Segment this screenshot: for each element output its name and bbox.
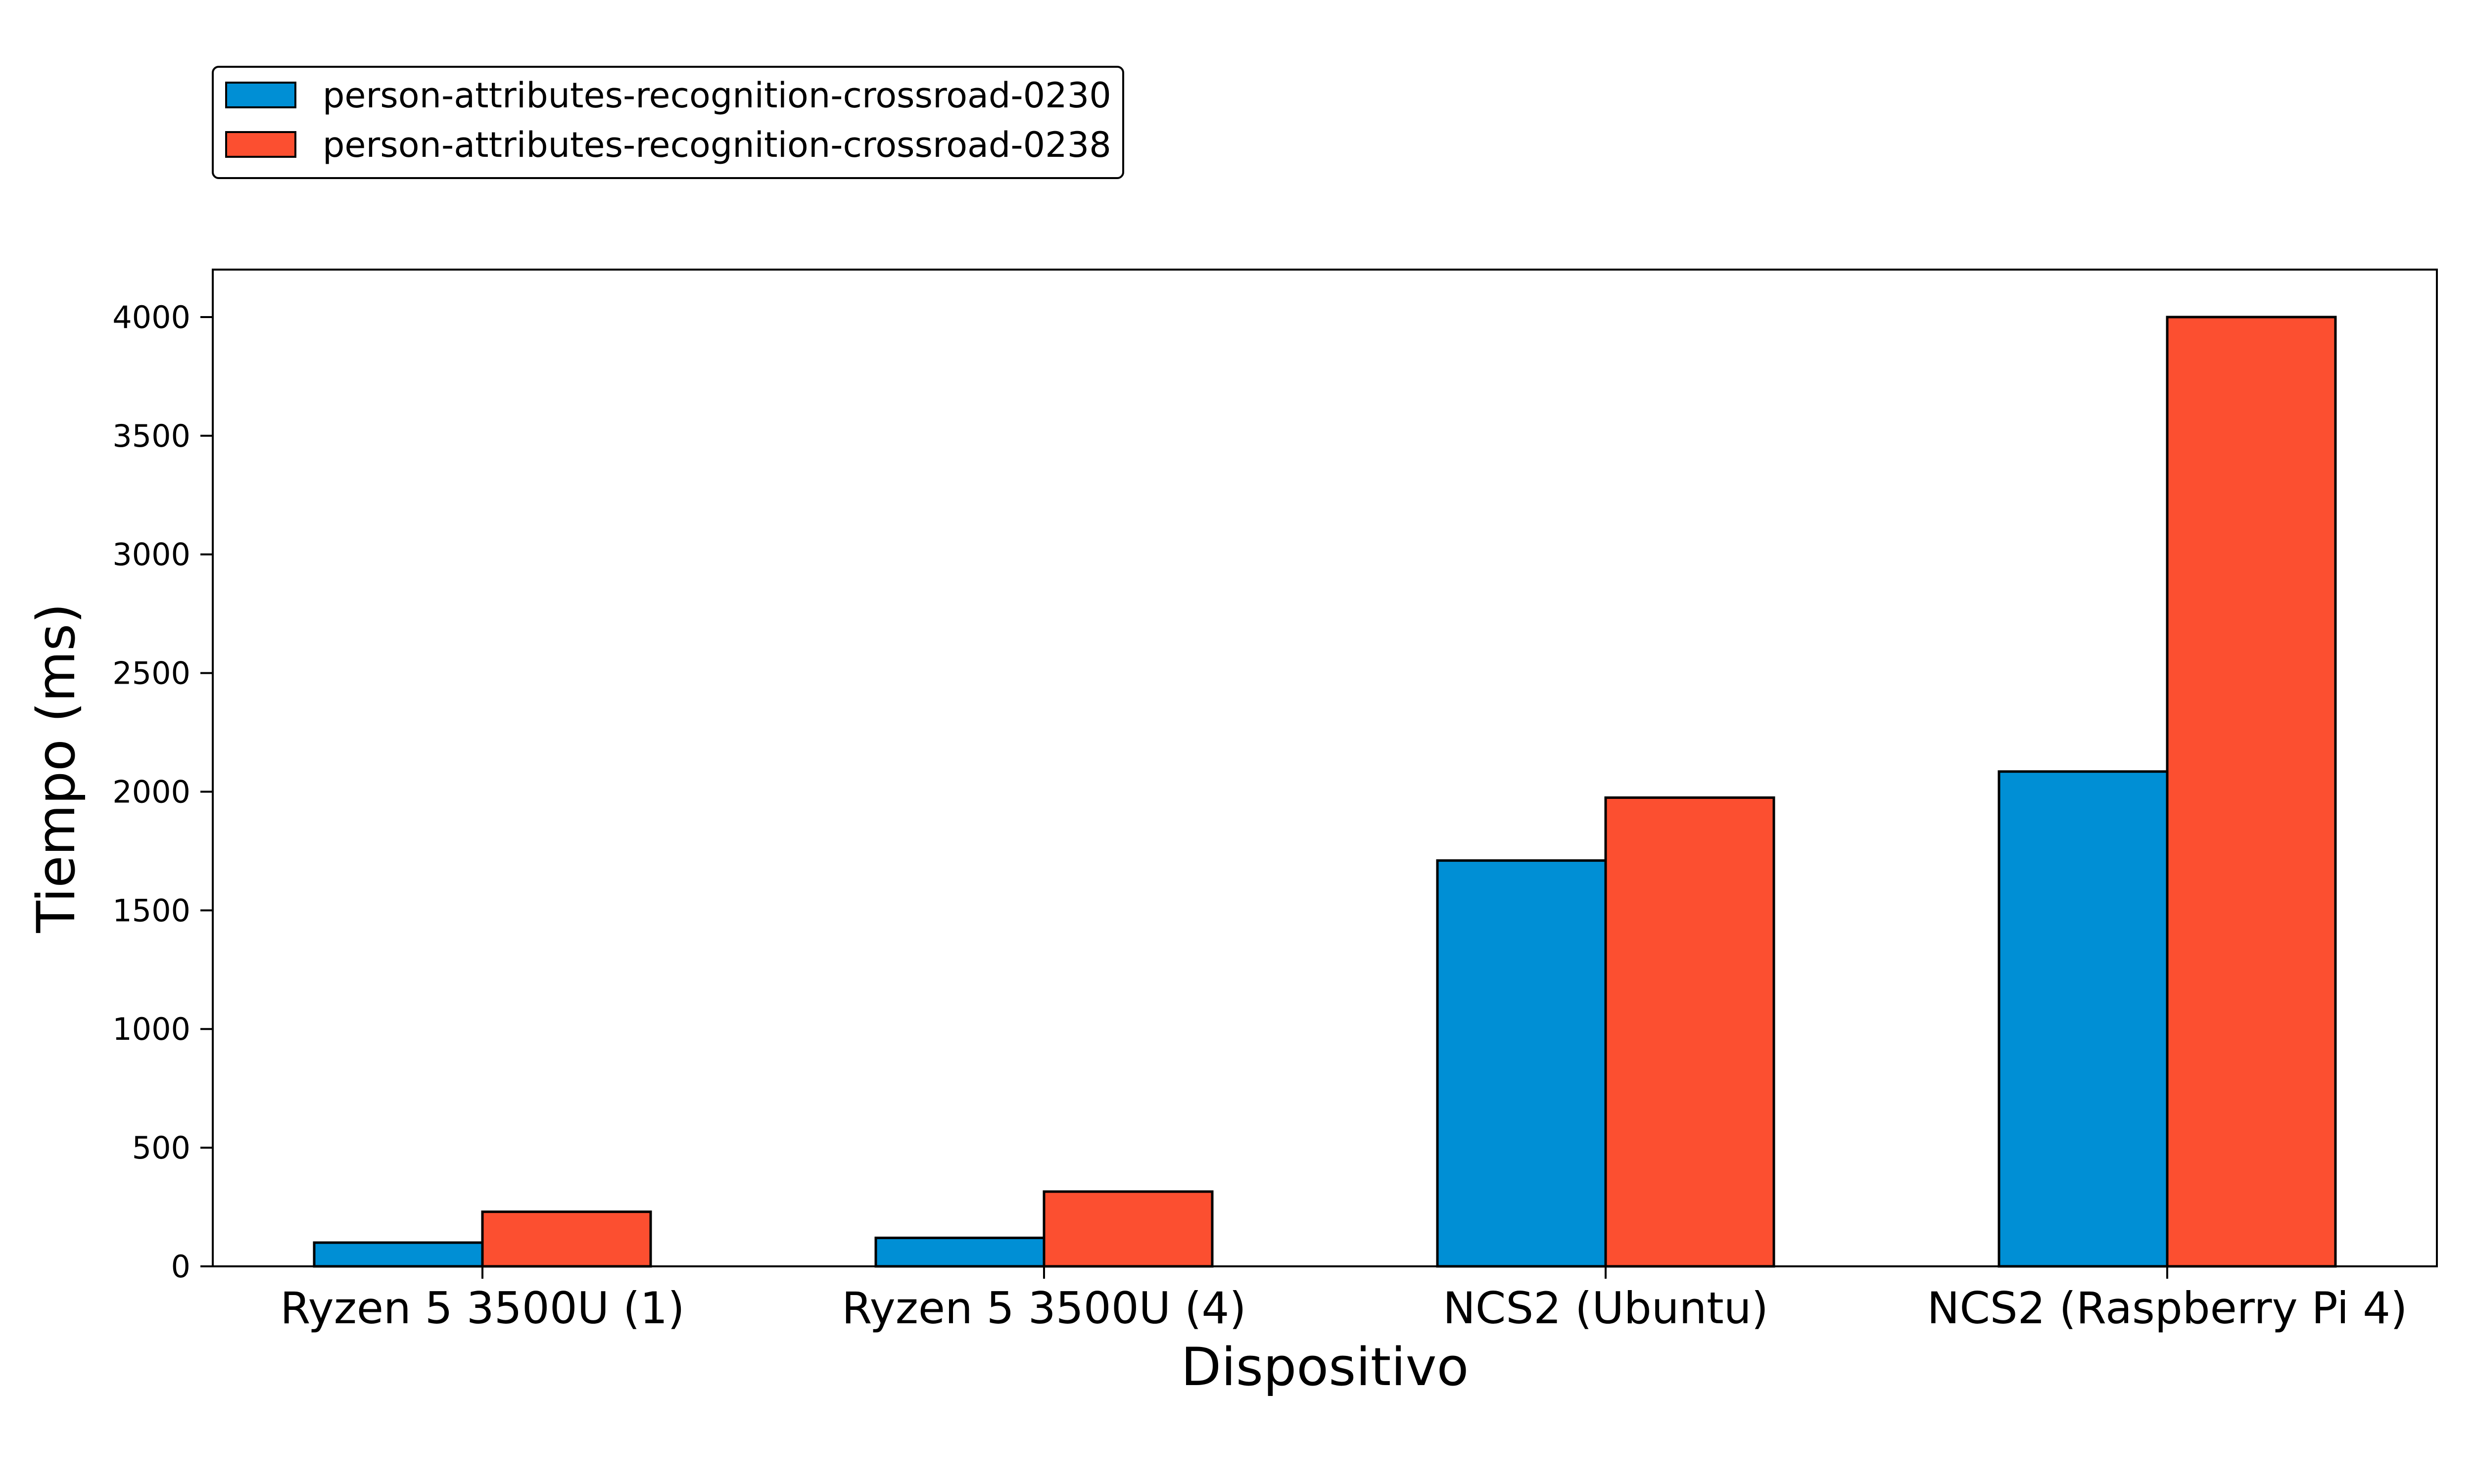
x-tick-label: Ryzen 5 3500U (1)	[280, 1283, 684, 1334]
bar-2-3	[1604, 796, 1775, 1268]
legend-swatch-2	[225, 131, 296, 158]
legend-swatch-1	[225, 82, 296, 108]
x-tick-label: NCS2 (Raspberry Pi 4)	[1927, 1283, 2407, 1334]
plot-area-frame	[212, 269, 2438, 1267]
bars-group	[313, 316, 2337, 1268]
legend: person-attributes-recognition-crossroad-…	[212, 66, 1124, 179]
y-tick-label: 3000	[112, 537, 190, 573]
y-axis-ticks: 0 500 1000 1500 2000 2500 3000 3500 4000	[112, 299, 213, 1285]
x-tick-label: NCS2 (Ubuntu)	[1443, 1283, 1768, 1334]
y-tick-label: 1500	[112, 892, 190, 928]
y-axis-label: Tiempo (ms)	[26, 603, 87, 933]
y-tick-label: 500	[132, 1130, 190, 1166]
bar-1-1	[313, 1241, 484, 1268]
y-tick-label: 0	[171, 1249, 190, 1285]
y-tick-label: 3500	[112, 418, 190, 454]
bar-1-2	[874, 1236, 1046, 1268]
y-tick-label: 1000	[112, 1011, 190, 1047]
legend-label-2: person-attributes-recognition-crossroad-…	[323, 125, 1111, 165]
x-tick-label: Ryzen 5 3500U (4)	[842, 1283, 1246, 1334]
y-tick-label: 2000	[112, 774, 190, 810]
bar-1-3	[1436, 859, 1607, 1268]
x-axis-ticks: Ryzen 5 3500U (1) Ryzen 5 3500U (4) NCS2 (…	[280, 1266, 2408, 1334]
bar-2-4	[2166, 316, 2337, 1268]
y-tick-label: 4000	[112, 299, 190, 335]
x-axis-label: Dispositivo	[1181, 1337, 1469, 1397]
bar-1-4	[1998, 770, 2169, 1268]
y-tick-label: 2500	[112, 655, 190, 692]
bar-2-1	[481, 1210, 652, 1268]
legend-label-1: person-attributes-recognition-crossroad-…	[323, 75, 1111, 116]
bar-2-2	[1043, 1190, 1214, 1268]
legend-box	[212, 66, 1124, 179]
